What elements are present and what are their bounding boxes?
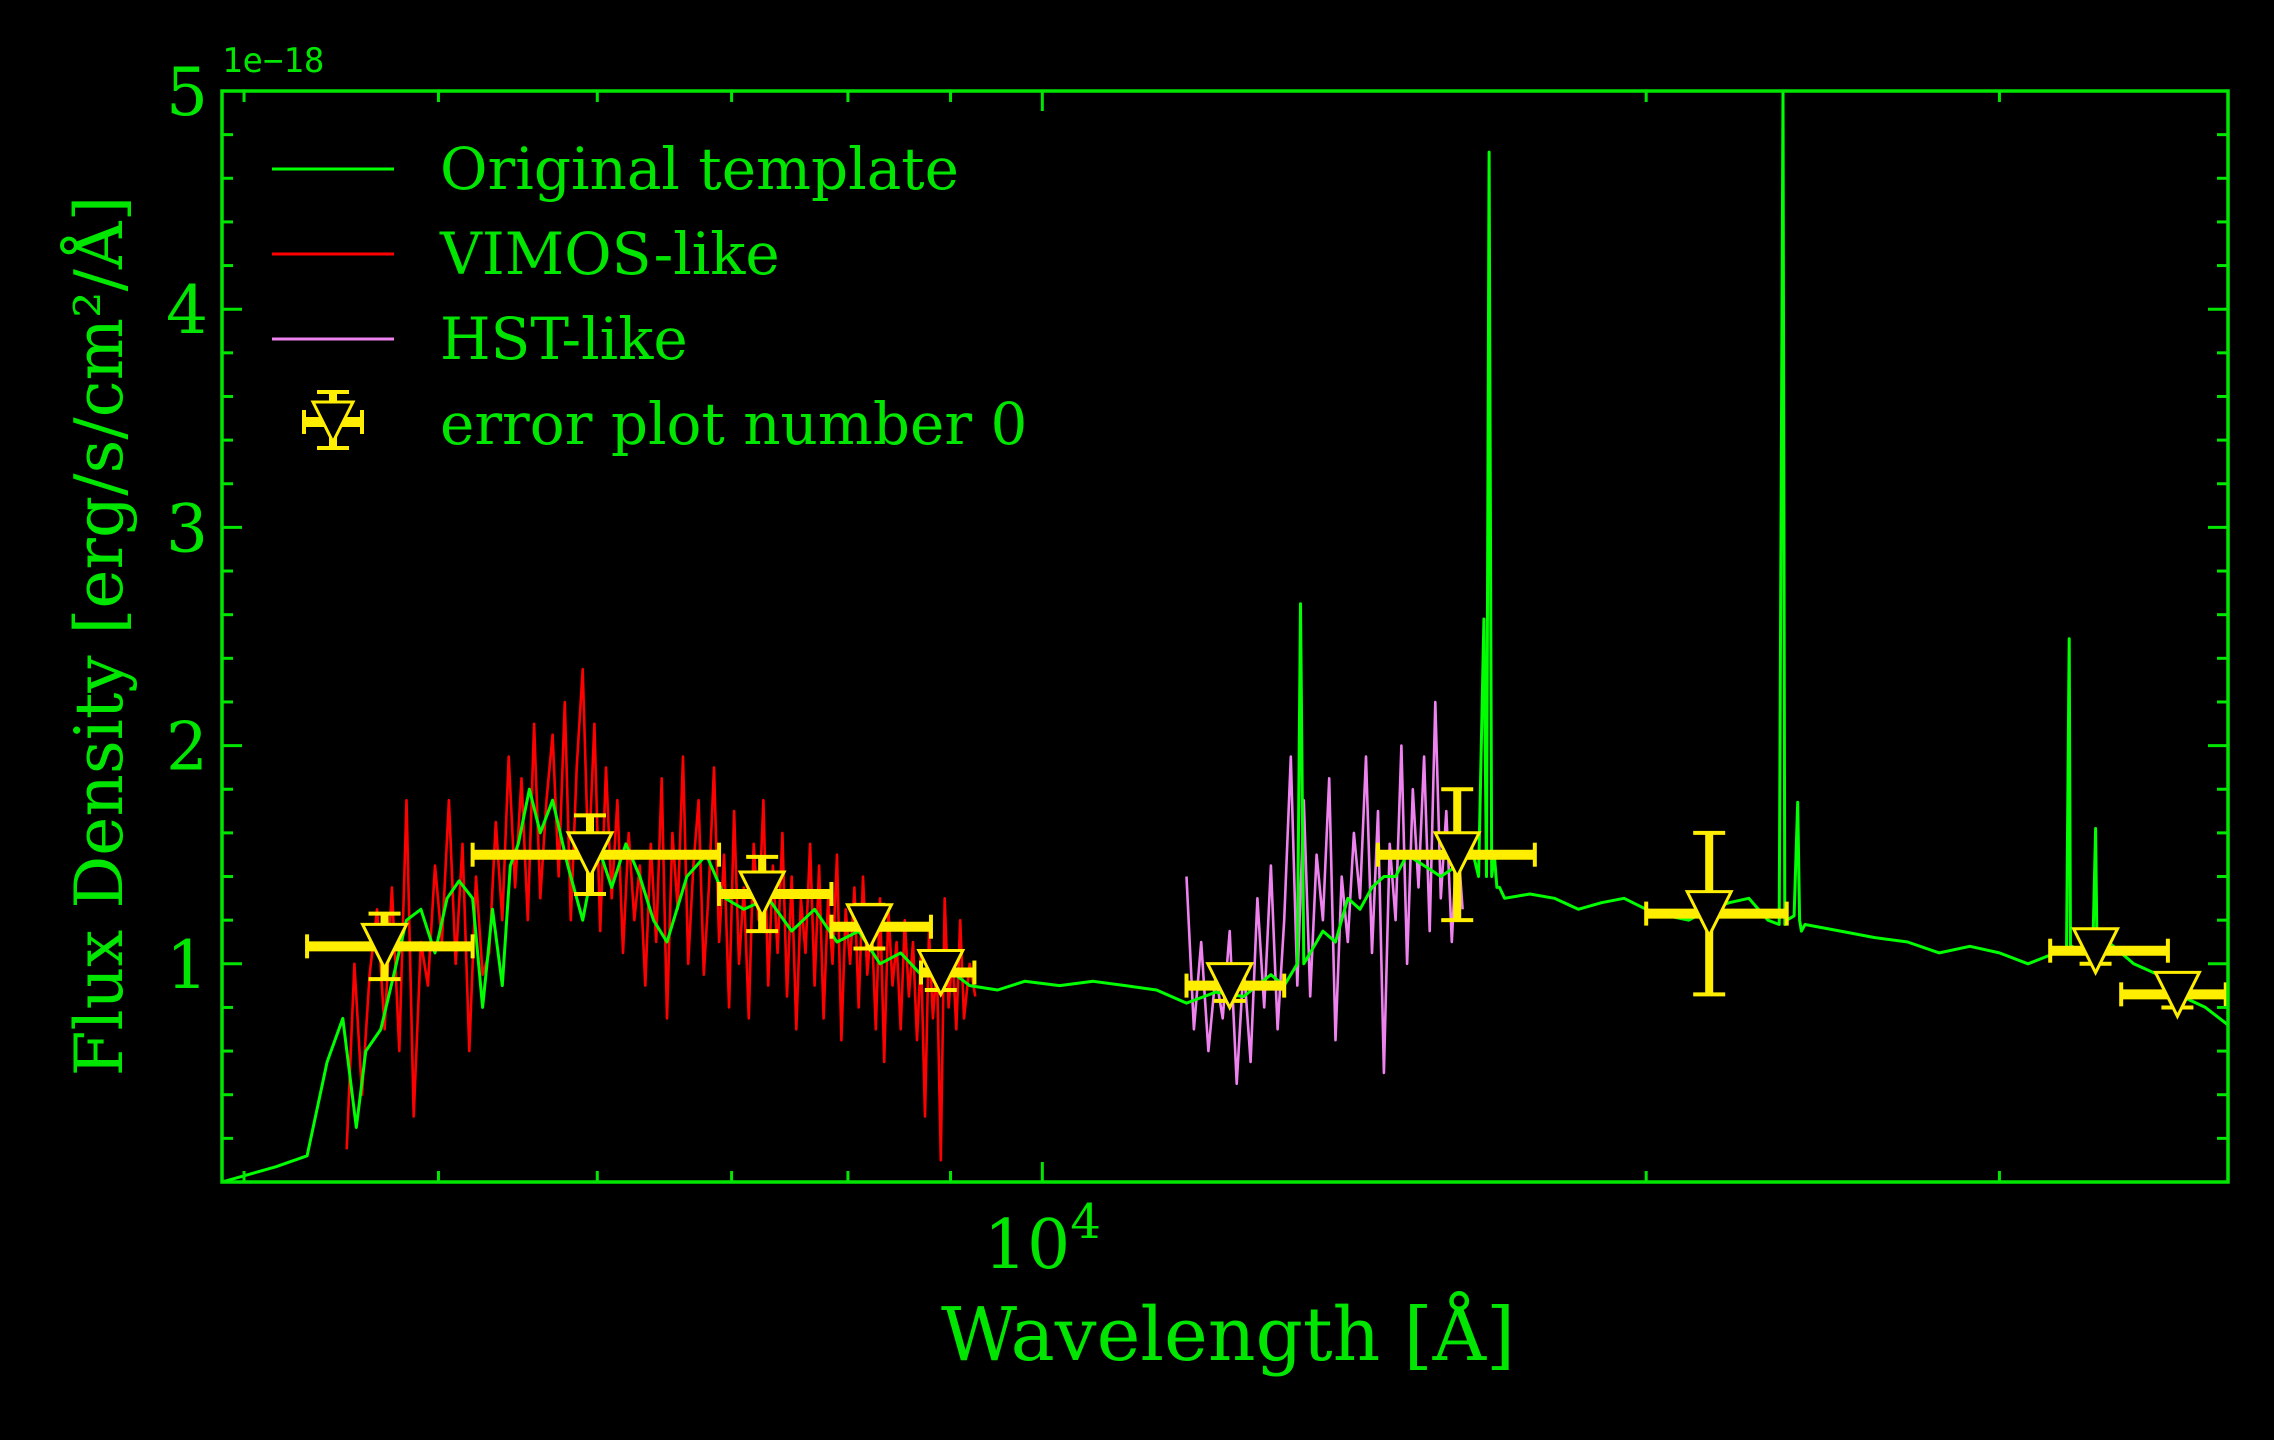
errorbar-point-9 (2119, 970, 2228, 1020)
y-tick-label: 4 (166, 272, 208, 349)
triangle-down-marker (1205, 962, 1255, 1011)
triangle-down-marker (737, 870, 787, 920)
triangle-down-marker (845, 903, 894, 953)
legend-triangle-down-marker (310, 400, 356, 446)
y-offset-label: 1e−18 (222, 41, 324, 81)
triangle-down-marker (360, 922, 409, 972)
errorbar-point-8 (2048, 927, 2170, 977)
errorbar-layer (305, 787, 2228, 1020)
legend-label: VIMOS-like (439, 220, 780, 288)
triangle-down-marker (565, 831, 615, 881)
legend: Original template VIMOS-like HST-like error… (272, 135, 1027, 458)
series-line-2 (1185, 700, 1464, 1086)
series-layer (222, 91, 2228, 1182)
errorbar-point-0 (305, 911, 475, 982)
errorbar-point-7 (1644, 830, 1789, 997)
legend-entry-0: Original template (272, 135, 959, 203)
series-line-0 (222, 91, 2228, 1182)
triangle-down-marker (1684, 890, 1734, 939)
errorbar-point-4 (916, 949, 977, 998)
x-tick-label: 104 (984, 1194, 1101, 1285)
errorbar-point-6 (1375, 787, 1537, 923)
axes-layer (220, 89, 2230, 1184)
legend-entry-1: VIMOS-like (272, 220, 780, 288)
x-tick-label-exponent: 4 (1070, 1194, 1101, 1250)
y-tick-label: 1 (166, 927, 208, 1004)
legend-label: Original template (440, 135, 959, 203)
errorbar-point-1 (470, 813, 722, 896)
errorbar-point-5 (1184, 962, 1287, 1011)
legend-label: HST-like (440, 305, 688, 373)
axes-frame (220, 89, 2230, 1184)
triangle-down-marker (2152, 970, 2202, 1020)
triangle-down-marker (916, 949, 966, 998)
y-axis-label: Flux Density [erg/s/cm²/Å] (61, 196, 138, 1076)
legend-label: error plot number 0 (440, 390, 1027, 458)
y-tick-label: 3 (166, 490, 208, 567)
triangle-down-marker (2071, 927, 2120, 977)
x-axis-label: Wavelength [Å] (941, 1290, 1515, 1378)
y-tick-label: 5 (166, 54, 208, 131)
errorbar-point-2 (717, 854, 834, 934)
x-tick-label-base: 10 (984, 1206, 1071, 1285)
triangle-down-marker (1432, 831, 1482, 881)
legend-entry-3: error plot number 0 (302, 390, 1027, 458)
errorbar-point-3 (829, 902, 933, 953)
legend-entry-2: HST-like (272, 305, 688, 373)
y-tick-label: 2 (166, 709, 208, 786)
